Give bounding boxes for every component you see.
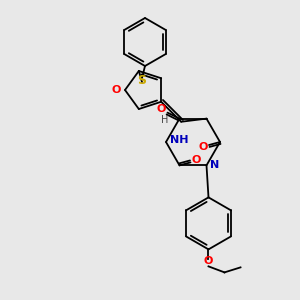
- Text: O: O: [157, 103, 166, 114]
- Text: O: O: [204, 256, 213, 266]
- Text: O: O: [112, 85, 121, 95]
- Text: H: H: [161, 115, 168, 125]
- Text: N: N: [211, 160, 220, 170]
- Text: NH: NH: [170, 135, 188, 145]
- Text: O: O: [198, 142, 208, 152]
- Text: O: O: [192, 155, 201, 165]
- Text: S: S: [137, 74, 146, 86]
